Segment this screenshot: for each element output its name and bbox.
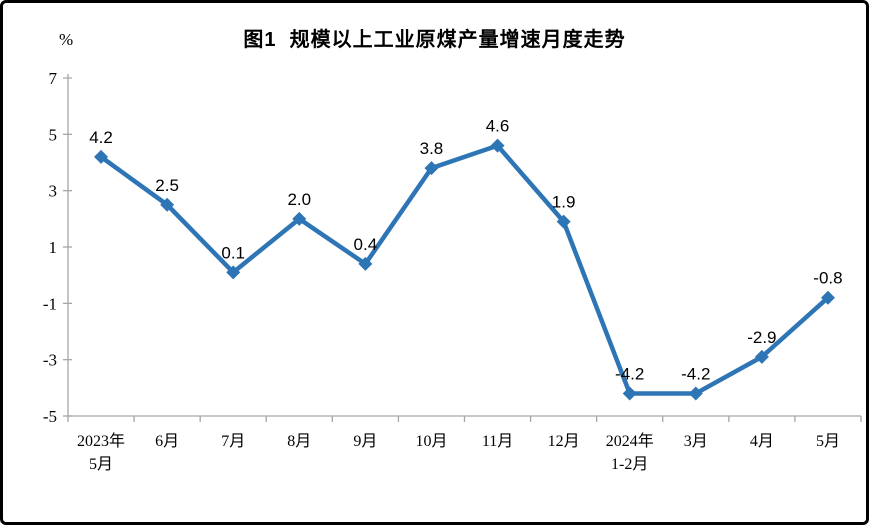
- data-point-marker: [688, 386, 703, 401]
- data-point-marker: [622, 386, 637, 401]
- x-tick-label: 9月: [353, 433, 377, 450]
- data-point-marker: [424, 161, 439, 176]
- data-label: 2.0: [287, 190, 311, 209]
- data-label: 0.4: [354, 235, 378, 254]
- data-point-marker: [292, 211, 307, 226]
- chart-title: 图1 规模以上工业原煤产量增速月度走势: [243, 29, 626, 51]
- plot-area: 7 5 3 1 -1 -3 -5 2023年 5月 6月 7月 8月 9月 10月 11月 12月 2024年 1…: [43, 69, 862, 473]
- data-point-marker: [556, 214, 571, 229]
- x-tick-label: 3月: [684, 433, 708, 450]
- data-label: 4.6: [486, 117, 510, 136]
- data-label: -2.9: [747, 328, 776, 347]
- data-label: 4.2: [89, 128, 113, 147]
- y-tick-label: 3: [49, 182, 58, 201]
- data-point-marker: [94, 149, 109, 164]
- y-tick-label: -3: [43, 351, 57, 370]
- data-point-marker: [820, 290, 835, 305]
- data-label: -4.2: [681, 364, 710, 383]
- x-tick-label: 12月: [548, 433, 580, 450]
- y-tick-label: -5: [43, 407, 57, 426]
- x-tick-label: 5月: [89, 456, 113, 473]
- data-label: 3.8: [420, 139, 444, 158]
- data-point-marker: [490, 138, 505, 153]
- x-tick-label: 11月: [482, 433, 513, 450]
- data-point-marker: [226, 265, 241, 280]
- data-point-marker: [160, 197, 175, 212]
- x-tick-label: 10月: [415, 433, 447, 450]
- y-tick-label: 7: [49, 69, 58, 88]
- x-tick-label: 6月: [155, 433, 179, 450]
- x-tick-label: 5月: [816, 433, 840, 450]
- x-tick-label: 8月: [287, 433, 311, 450]
- y-tick-label: 5: [49, 125, 58, 144]
- x-tick-label: 1-2月: [611, 456, 648, 473]
- x-tick-label: 2024年: [606, 432, 654, 450]
- x-tick-label: 7月: [221, 433, 245, 450]
- x-tick-label: 4月: [750, 433, 774, 450]
- data-label: 0.1: [221, 243, 245, 262]
- y-tick-label: -1: [43, 294, 57, 313]
- data-label: -0.8: [813, 269, 842, 288]
- data-label: 2.5: [155, 176, 179, 195]
- data-label: 1.9: [552, 193, 576, 212]
- data-point-marker: [754, 349, 769, 364]
- y-axis-unit-label: %: [59, 30, 74, 49]
- x-tick-label: 2023年: [77, 432, 125, 450]
- data-label: -4.2: [615, 364, 644, 383]
- y-tick-label: 1: [49, 238, 58, 257]
- line-series: [98, 143, 831, 396]
- data-point-marker: [358, 256, 373, 271]
